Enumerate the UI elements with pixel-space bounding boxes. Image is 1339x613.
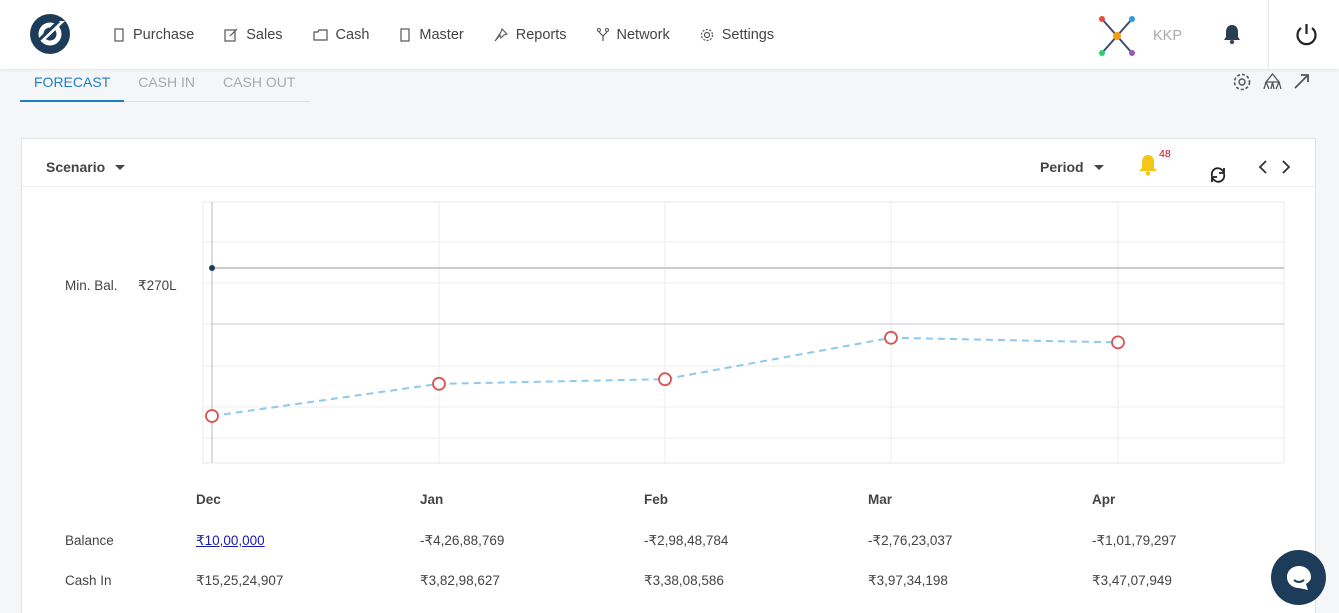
data-point	[205, 409, 219, 423]
top-navbar: Purchase Sales Cash Master Reports Netwo…	[0, 0, 1339, 69]
nav-cash-label: Cash	[335, 26, 370, 43]
nav-cash[interactable]: Cash	[312, 26, 370, 43]
column-header: Apr	[1092, 492, 1116, 507]
forecast-chart	[202, 201, 1285, 464]
nav-purchase[interactable]: Purchase	[113, 27, 194, 43]
caret-down-icon	[115, 164, 126, 170]
bell-icon	[1224, 25, 1240, 44]
nav-settings-label: Settings	[721, 26, 775, 43]
cash-icon	[312, 28, 328, 41]
column-header: Jan	[420, 492, 444, 507]
main-nav: Purchase Sales Cash Master Reports Netwo…	[113, 0, 804, 69]
data-point	[884, 330, 898, 345]
power-icon	[1296, 24, 1317, 46]
chat-icon	[1286, 565, 1311, 590]
refresh-icon	[1210, 167, 1226, 183]
table-cell: ₹3,47,07,949	[1092, 573, 1172, 588]
caret-down-icon	[1093, 164, 1104, 170]
data-point	[1111, 335, 1125, 350]
data-point	[658, 372, 672, 387]
row-label: Cash In	[65, 573, 112, 588]
hierarchy-icon[interactable]	[1263, 72, 1282, 97]
nav-purchase-label: Purchase	[133, 26, 195, 43]
notifications-button[interactable]	[1223, 24, 1241, 49]
period-nav	[1258, 160, 1304, 179]
table-cell: -₹4,26,88,769	[420, 533, 505, 548]
master-icon	[400, 27, 411, 42]
data-point	[432, 376, 446, 391]
company-avatar-icon	[1099, 16, 1135, 56]
table-cell: ₹15,25,24,907	[196, 573, 284, 588]
card-header: Scenario Period 48	[22, 139, 1315, 187]
trend-up-icon[interactable]	[1293, 72, 1311, 97]
nav-reports-label: Reports	[515, 26, 567, 43]
scenario-dropdown[interactable]: Scenario	[46, 159, 126, 175]
scenario-label: Scenario	[46, 159, 106, 175]
chat-button[interactable]	[1271, 550, 1326, 605]
chevron-left-icon[interactable]	[1258, 160, 1268, 179]
table-cell: -₹1,01,79,297	[1092, 533, 1177, 548]
purchase-icon	[114, 27, 124, 42]
gear-icon[interactable]	[1232, 72, 1252, 97]
refresh-button[interactable]	[1209, 165, 1227, 190]
cash-tabs: FORECAST CASH IN CASH OUT	[20, 69, 310, 102]
balance-edit-link[interactable]: ₹10,00,000	[196, 533, 265, 548]
tab-forecast[interactable]: FORECAST	[20, 69, 125, 102]
divider	[1268, 0, 1269, 69]
table-cell: ₹3,97,34,198	[868, 573, 948, 588]
min-balance-point	[209, 265, 215, 271]
column-header: Mar	[868, 492, 893, 507]
nav-reports[interactable]: Reports	[494, 27, 567, 43]
sales-icon	[224, 28, 238, 42]
nav-sales-label: Sales	[246, 26, 283, 43]
settings-icon	[700, 28, 713, 41]
balance-series-line	[211, 336, 1119, 417]
table-cell: -₹2,76,23,037	[868, 533, 953, 548]
table-cell: ₹3,82,98,627	[420, 573, 500, 588]
column-header: Dec	[196, 492, 221, 507]
tab-cash-in[interactable]: CASH IN	[138, 74, 196, 90]
bell-icon	[1139, 155, 1157, 176]
reports-icon	[494, 27, 508, 41]
plot-area	[202, 201, 1285, 464]
tab-cash-out[interactable]: CASH OUT	[223, 74, 296, 90]
nav-master-label: Master	[419, 26, 464, 43]
nav-master[interactable]: Master	[399, 26, 464, 43]
toolbar	[1232, 72, 1322, 97]
table-cell: ₹3,38,08,586	[644, 573, 724, 588]
chevron-right-icon[interactable]	[1281, 160, 1291, 179]
user-menu[interactable]: KKP	[1098, 16, 1182, 56]
app-logo[interactable]	[29, 13, 72, 55]
nav-settings[interactable]: Settings	[700, 27, 774, 43]
logout-button[interactable]	[1294, 22, 1319, 52]
min-balance-value: ₹270L	[138, 278, 177, 293]
table-cell: -₹2,98,48,784	[644, 533, 729, 548]
forecast-card: Scenario Period 48	[21, 138, 1316, 613]
network-icon	[596, 27, 609, 41]
nav-network[interactable]: Network	[596, 26, 670, 43]
period-dropdown[interactable]: Period	[1040, 159, 1104, 175]
nav-sales[interactable]: Sales	[224, 26, 283, 43]
alerts-button[interactable]	[1138, 154, 1158, 181]
period-label: Period	[1040, 159, 1084, 175]
nav-network-label: Network	[616, 26, 670, 43]
min-balance-label: Min. Bal.	[65, 278, 118, 293]
column-header: Feb	[644, 492, 669, 507]
row-label: Balance	[65, 533, 114, 548]
alerts-count-badge: 48	[1159, 148, 1171, 160]
user-name: KKP	[1153, 28, 1183, 44]
